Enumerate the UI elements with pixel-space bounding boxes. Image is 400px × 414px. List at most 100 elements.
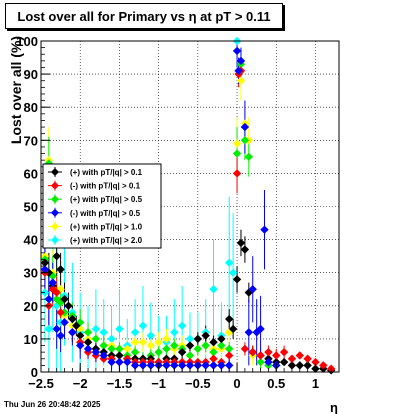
data-point — [123, 357, 132, 367]
data-point — [185, 351, 195, 360]
y-tick-label: 20 — [24, 299, 38, 314]
data-point — [48, 285, 57, 294]
data-point — [232, 46, 242, 56]
data-point — [52, 324, 61, 334]
data-point — [56, 331, 65, 340]
data-point — [209, 361, 218, 370]
data-point — [107, 357, 116, 367]
data-point — [52, 251, 61, 261]
data-point — [83, 328, 93, 337]
chart-title: Lost over all for Primary vs η at pT > 0… — [17, 9, 271, 24]
data-point — [68, 314, 77, 324]
legend-marker — [51, 222, 59, 231]
datestamp: Thu Jun 26 20:48:42 2025 — [4, 400, 101, 409]
data-point — [99, 328, 108, 337]
data-point — [232, 275, 242, 284]
data-point — [130, 347, 140, 357]
data-point — [228, 268, 238, 277]
data-point — [225, 351, 234, 360]
data-point — [68, 328, 77, 337]
y-tick-label: 60 — [24, 166, 38, 181]
data-point — [248, 347, 257, 357]
data-point — [240, 245, 250, 254]
data-point — [193, 344, 203, 354]
data-point — [217, 361, 226, 370]
data-point — [123, 344, 132, 354]
data-point — [311, 357, 320, 367]
data-point — [154, 338, 163, 347]
data-point — [236, 238, 246, 248]
data-point — [303, 354, 312, 363]
data-point — [130, 361, 140, 370]
data-point — [319, 361, 328, 370]
data-point — [185, 341, 195, 350]
data-point — [234, 66, 243, 75]
data-point — [228, 324, 238, 334]
legend-entry-label: (+) with pT/|q| > 0.5 — [70, 195, 143, 204]
data-point — [146, 361, 155, 370]
data-point — [48, 278, 57, 287]
data-point — [240, 136, 250, 145]
data-point — [170, 328, 179, 337]
data-point — [177, 347, 187, 357]
x-tick-label: 0.5 — [267, 376, 285, 391]
data-point — [115, 324, 124, 334]
data-point — [154, 347, 163, 357]
legend-entry-label: (+) with pT/|q| > 1.0 — [70, 222, 143, 231]
data-point — [209, 338, 218, 347]
x-tick-label: 1 — [312, 376, 319, 391]
data-point — [209, 347, 218, 357]
legend: (+) with pT/|q| > 0.1 (-) with pT/|q| > 0… — [42, 163, 162, 249]
data-point — [209, 354, 218, 363]
data-point — [130, 328, 140, 337]
data-point — [44, 159, 54, 168]
data-point — [232, 149, 242, 158]
data-point — [225, 344, 234, 354]
data-point — [162, 334, 171, 344]
data-point — [130, 338, 140, 347]
data-point — [264, 347, 273, 357]
y-tick-label: 0 — [31, 365, 38, 380]
x-tick-label: −0.5 — [185, 376, 211, 391]
data-point — [99, 341, 108, 350]
data-point — [240, 344, 250, 354]
data-point — [244, 328, 254, 337]
data-point — [138, 338, 148, 347]
legend-marker — [51, 208, 59, 217]
data-point — [146, 331, 155, 340]
data-point — [44, 294, 54, 304]
data-point — [40, 258, 50, 267]
x-tick-label: −1 — [151, 376, 166, 391]
data-point — [232, 139, 242, 148]
data-point — [201, 361, 210, 370]
y-tick-label: 50 — [24, 200, 38, 215]
data-point — [279, 347, 289, 357]
data-point — [91, 324, 101, 334]
data-point — [64, 301, 73, 310]
legend-marker — [51, 195, 59, 204]
y-tick-label: 70 — [24, 133, 38, 148]
data-point — [146, 341, 155, 350]
data-point — [52, 288, 61, 297]
data-point — [76, 331, 85, 340]
axis-ticks: −2.5 −2 −1.5 −1 −0.5 0 0.5 10102030405060708090… — [16, 34, 340, 391]
data-point — [295, 361, 304, 370]
data-point — [72, 321, 81, 330]
data-point — [91, 334, 101, 344]
data-point — [236, 76, 246, 85]
data-point — [56, 308, 65, 317]
x-tick-label: −2.5 — [28, 376, 54, 391]
data-point — [236, 56, 246, 66]
data-point — [225, 258, 234, 267]
data-point — [185, 361, 195, 370]
data-point — [162, 344, 171, 354]
data-point — [60, 294, 69, 304]
data-point — [60, 318, 69, 327]
data-point — [303, 361, 312, 370]
data-point — [138, 361, 148, 370]
y-tick-label: 100 — [16, 34, 38, 49]
title-box: Lost over all for Primary vs η at pT > 0… — [5, 3, 283, 29]
data-point — [170, 361, 179, 370]
data-point — [44, 324, 54, 334]
data-point — [177, 361, 187, 370]
